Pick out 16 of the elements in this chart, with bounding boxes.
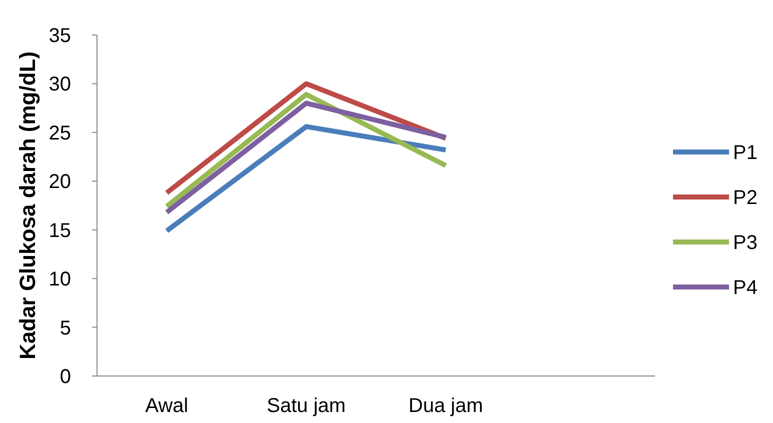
y-tick-label: 30 xyxy=(48,74,71,96)
y-tick-label: 10 xyxy=(48,268,71,291)
y-tick-label: 35 xyxy=(48,25,71,47)
x-tick-label: Dua jam xyxy=(408,395,483,417)
x-tick-label: Satu jam xyxy=(266,395,346,417)
y-tick-label: 0 xyxy=(60,366,71,388)
y-tick-label: 20 xyxy=(48,171,71,194)
y-tick-label: 5 xyxy=(60,317,71,340)
legend-label: P1 xyxy=(733,142,758,164)
y-axis-title: Kadar Glukosa darah (mg/dL) xyxy=(15,51,40,360)
y-tick-label: 25 xyxy=(48,122,71,144)
legend-label: P2 xyxy=(733,187,758,209)
x-tick-label: Awal xyxy=(145,395,188,417)
legend-label: P3 xyxy=(733,232,758,254)
y-tick-label: 15 xyxy=(48,220,71,242)
legend-label: P4 xyxy=(733,277,758,299)
